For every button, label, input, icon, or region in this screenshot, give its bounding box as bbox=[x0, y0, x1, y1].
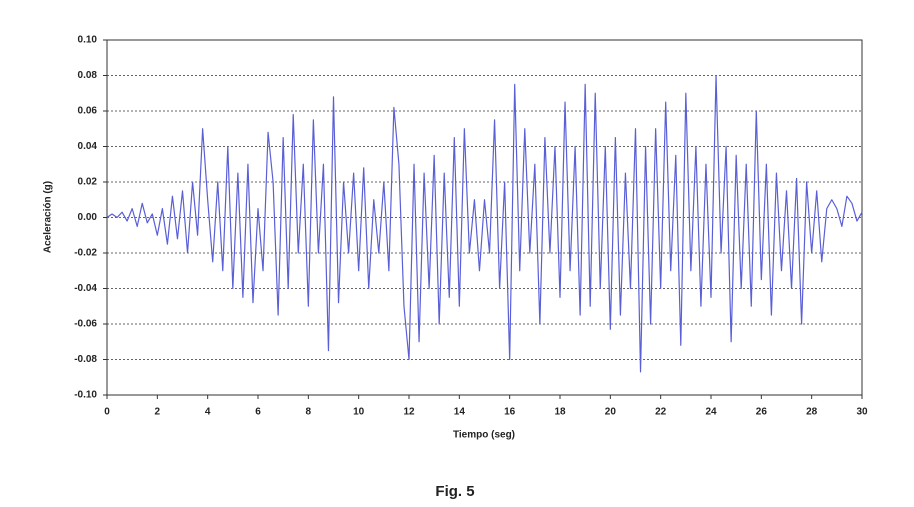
x-tick-label: 20 bbox=[605, 407, 617, 418]
x-tick-label: 30 bbox=[856, 407, 868, 418]
y-tick-label: 0.10 bbox=[78, 35, 98, 46]
data-line bbox=[106, 74, 863, 373]
x-tick-label: 2 bbox=[155, 407, 161, 418]
y-tick-label: -0.10 bbox=[74, 390, 97, 401]
y-tick-label: 0.06 bbox=[78, 106, 98, 117]
x-tick-label: 24 bbox=[705, 407, 717, 418]
x-tick-label: 28 bbox=[806, 407, 818, 418]
x-tick-label: 26 bbox=[756, 407, 768, 418]
x-tick-label: 12 bbox=[403, 407, 415, 418]
x-tick-label: 10 bbox=[353, 407, 365, 418]
x-tick-label: 6 bbox=[255, 407, 261, 418]
y-tick-label: -0.08 bbox=[74, 354, 97, 365]
x-tick-label: 0 bbox=[104, 407, 110, 418]
y-tick-label: -0.02 bbox=[74, 248, 97, 259]
x-tick-label: 4 bbox=[205, 407, 211, 418]
x-tick-label: 8 bbox=[306, 407, 312, 418]
y-tick-label: 0.00 bbox=[78, 212, 98, 223]
y-tick-label: 0.02 bbox=[78, 177, 98, 188]
x-tick-label: 14 bbox=[454, 407, 466, 418]
y-tick-label: -0.04 bbox=[74, 283, 97, 294]
x-tick-label: 16 bbox=[504, 407, 516, 418]
figure-caption: Fig. 5 bbox=[435, 483, 474, 500]
y-axis-label: Aceleración (g) bbox=[43, 181, 54, 253]
y-tick-label: 0.08 bbox=[78, 70, 98, 81]
y-tick-label: -0.06 bbox=[74, 319, 97, 330]
x-tick-label: 22 bbox=[655, 407, 667, 418]
x-axis-label: Tiempo (seg) bbox=[453, 430, 515, 441]
x-tick-label: 18 bbox=[554, 407, 566, 418]
y-tick-label: 0.04 bbox=[78, 141, 98, 152]
